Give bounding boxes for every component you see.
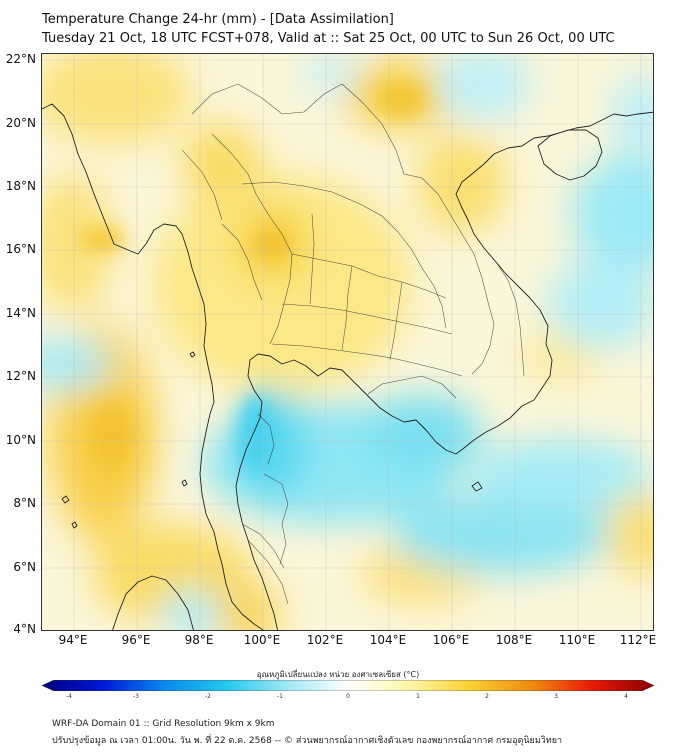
- temperature-field-detail: [80, 84, 427, 474]
- coastlines: [42, 103, 653, 630]
- colorbar-tick: -1: [277, 693, 283, 700]
- model-info: WRF-DA Domain 01 :: Grid Resolution 9km …: [52, 719, 275, 729]
- lon-label: 110°E: [558, 633, 596, 647]
- temperature-change-map: [42, 54, 653, 630]
- lat-label: 6°N: [13, 560, 36, 574]
- colorbar-title: อุณหภูมิเปลี่ยนแปลง หน่วย องศาเซลเซียส (…: [256, 670, 420, 679]
- lon-label: 108°E: [495, 633, 533, 647]
- colorbar-tick: -2: [205, 693, 211, 700]
- lon-label: 96°E: [121, 633, 151, 647]
- colorbar-tick: 3: [554, 693, 558, 700]
- lat-label: 14°N: [5, 306, 36, 320]
- lon-label: 106°E: [432, 633, 470, 647]
- lon-label: 112°E: [619, 633, 657, 647]
- map-panel[interactable]: [41, 53, 654, 631]
- lat-label: 20°N: [5, 116, 36, 130]
- lat-label: 10°N: [5, 433, 36, 447]
- colorbar-tick: 0: [346, 693, 350, 700]
- lat-label: 22°N: [5, 52, 36, 66]
- lon-label: 94°E: [58, 633, 88, 647]
- lat-label: 16°N: [5, 242, 36, 256]
- map-title: Temperature Change 24-hr (mm) - [Data As…: [42, 12, 394, 27]
- lon-label: 98°E: [184, 633, 214, 647]
- map-subtitle: Tuesday 21 Oct, 18 UTC FCST+078, Valid a…: [42, 31, 615, 46]
- colorbar-tick: 1: [416, 693, 420, 700]
- temperature-field: [42, 54, 653, 630]
- colorbar-tick: 2: [485, 693, 489, 700]
- lon-label: 100°E: [243, 633, 281, 647]
- colorbar-tick: 4: [624, 693, 628, 700]
- lat-label: 4°N: [13, 622, 36, 636]
- lat-label: 8°N: [13, 496, 36, 510]
- lat-lon-grid: [42, 54, 653, 630]
- lat-label: 18°N: [5, 179, 36, 193]
- lon-label: 102°E: [306, 633, 344, 647]
- colorbar-tick: -4: [66, 693, 72, 700]
- lat-label: 12°N: [5, 369, 36, 383]
- update-credit: ปรับปรุงข้อมูล ณ เวลา 01:00น. วัน พ. ที่…: [52, 736, 563, 746]
- province-borders: [181, 83, 525, 605]
- colorbar-tick: -3: [133, 693, 139, 700]
- lon-label: 104°E: [369, 633, 407, 647]
- colorbar: [42, 680, 654, 691]
